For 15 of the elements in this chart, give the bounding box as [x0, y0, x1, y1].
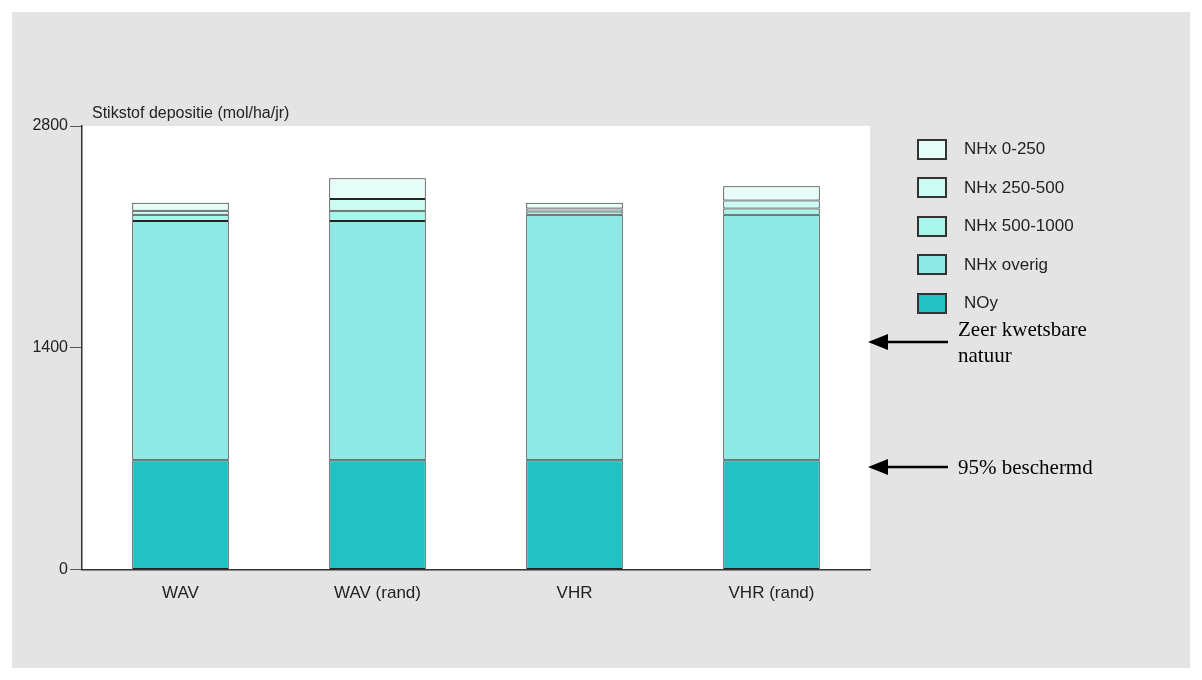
y-axis-title: Stikstof depositie (mol/ha/jr): [92, 104, 290, 122]
legend-label: NHx overig: [964, 254, 1049, 275]
x-tick-label: WAV (rand): [334, 583, 421, 603]
text: Zeer kwetsbare natuur: [958, 316, 1088, 368]
legend-label: NHx 0-250: [964, 139, 1046, 160]
x-tick-label: WAV: [162, 583, 200, 603]
legend-label: NHx 250-500: [964, 177, 1065, 198]
legend-label: NOy: [964, 293, 998, 314]
legend-label: NHx 500-1000: [964, 216, 1074, 237]
text: 95% beschermd: [958, 454, 1094, 480]
y-tick-label: 0: [59, 560, 69, 578]
x-tick-label: VHR: [556, 583, 593, 603]
y-tick-label: 1400: [32, 338, 69, 356]
x-tick-label: VHR (rand): [728, 583, 815, 603]
y-tick-label: 2800: [32, 116, 69, 134]
